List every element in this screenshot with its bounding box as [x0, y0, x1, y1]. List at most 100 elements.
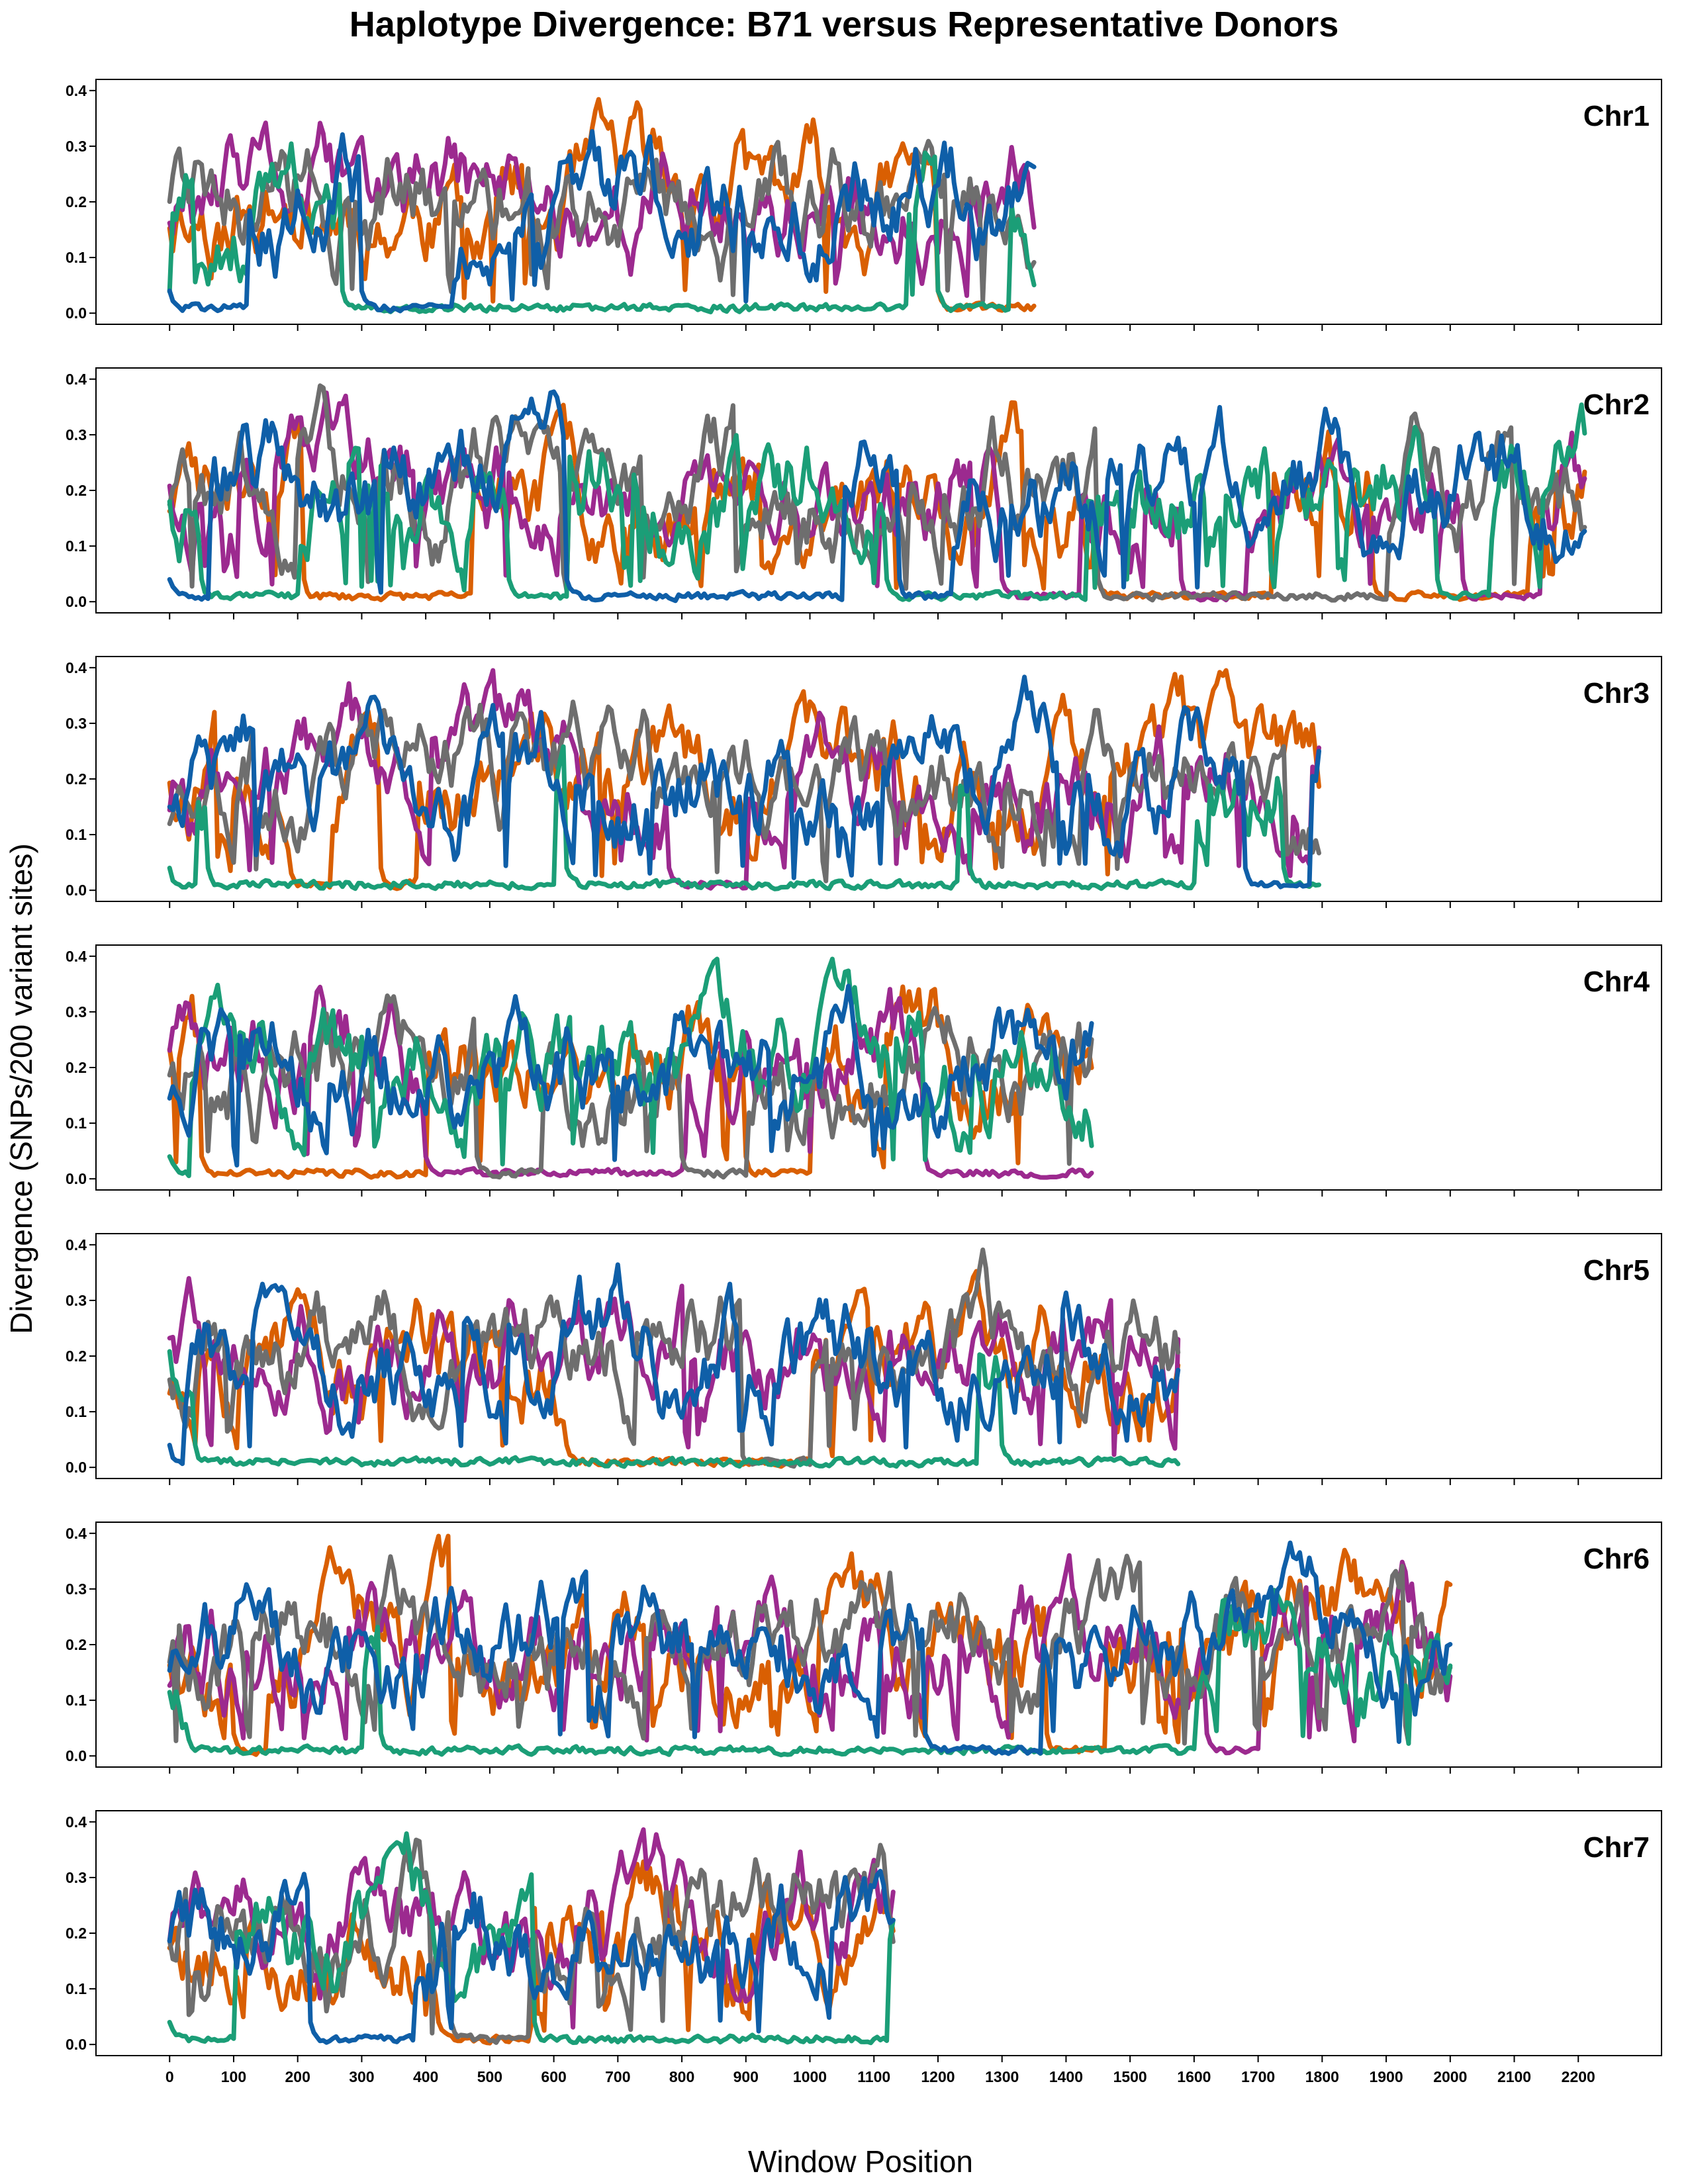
y-tick-label: 0.0 [66, 593, 87, 610]
x-tick-label: 500 [477, 2068, 502, 2085]
y-tick-label: 0.0 [66, 304, 87, 322]
y-axis-title: Divergence (SNPs/200 variant sites) [4, 843, 38, 1334]
panel-chr5: 0.0 0.1 0.2 0.3 0.4 Chr5 [66, 1233, 1662, 1485]
series-line-3 [167, 138, 1037, 303]
series-line-1 [167, 97, 1037, 313]
series-line-2 [167, 984, 1094, 1180]
y-tick-label: 0.2 [66, 1347, 87, 1365]
y-tick-label: 0.4 [66, 371, 87, 388]
series-line-4 [167, 1588, 1453, 1758]
y-tick-label: 0.3 [66, 1580, 87, 1598]
panel-label: Chr3 [1583, 677, 1650, 709]
y-tick-label: 0.0 [66, 1170, 87, 1187]
x-axis [169, 1190, 1579, 1197]
x-tick-label: 1500 [1113, 2068, 1147, 2085]
x-tick-label: 300 [349, 2068, 374, 2085]
panels: 0.00.10.20.30.4Chr10.00.10.20.30.4Chr20.… [66, 79, 1662, 2085]
x-tick-label: 1800 [1305, 2068, 1339, 2085]
series-line-2 [167, 1553, 1453, 1756]
y-tick-label: 0.3 [66, 1869, 87, 1886]
series-line-5 [167, 674, 1321, 889]
series-line-4 [167, 402, 1587, 602]
panel-label: Chr4 [1583, 966, 1650, 998]
x-tick-label: 1600 [1177, 2068, 1211, 2085]
x-tick-label: 900 [733, 2068, 759, 2085]
y-tick-label: 0.3 [66, 715, 87, 732]
series-line-2 [167, 1276, 1181, 1457]
y-axis: 0.0 0.1 0.2 0.3 0.4 [66, 1525, 96, 1764]
series-line-4 [167, 141, 1037, 314]
y-tick-label: 0.4 [66, 1813, 87, 1831]
series-line-5 [167, 1540, 1453, 1756]
x-tick-label: 1000 [793, 2068, 827, 2085]
panel-chr3: 0.0 0.1 0.2 0.3 0.4 Chr3 [66, 656, 1662, 908]
series-line-5 [167, 983, 1094, 1168]
y-tick-label: 0.1 [66, 1980, 87, 1997]
y-tick-label: 0.2 [66, 1636, 87, 1653]
y-tick-label: 0.0 [66, 882, 87, 899]
series-line-5 [167, 1868, 896, 2045]
y-axis: 0.0 0.1 0.2 0.3 0.4 [66, 82, 96, 322]
y-tick-label: 0.2 [66, 1925, 87, 1942]
panel-chr1: 0.0 0.1 0.2 0.3 0.4 Chr1 [66, 79, 1662, 331]
x-tick-label: 1100 [857, 2068, 890, 2085]
x-tick-label: 800 [669, 2068, 694, 2085]
series-line-5 [167, 389, 1587, 604]
x-axis-title: Window Position [748, 2144, 973, 2179]
series-line-4 [167, 956, 1094, 1179]
panel-chr6: 0.0 0.1 0.2 0.3 0.4 Chr6 [66, 1522, 1662, 1774]
x-tick-label: 1300 [985, 2068, 1019, 2085]
panel-chr7: 0.0 0.1 0.2 0.3 0.4 0 100 200 300 400 500 600 700 800… [66, 1810, 1662, 2085]
series-line-3 [167, 1553, 1453, 1746]
y-tick-label: 0.2 [66, 1059, 87, 1076]
x-tick-label: 100 [221, 2068, 246, 2085]
y-tick-label: 0.0 [66, 1459, 87, 1476]
y-tick-label: 0.2 [66, 770, 87, 788]
x-axis [169, 613, 1579, 619]
y-tick-label: 0.0 [66, 1747, 87, 1764]
y-tick-label: 0.1 [66, 826, 87, 843]
panel-label: Chr5 [1583, 1254, 1650, 1287]
y-tick-label: 0.1 [66, 1403, 87, 1420]
x-tick-label: 0 [165, 2068, 174, 2085]
panel-chr4: 0.0 0.1 0.2 0.3 0.4 Chr4 [66, 944, 1662, 1197]
x-tick-label: 1200 [921, 2068, 955, 2085]
panel-label: Chr7 [1583, 1831, 1650, 1864]
chart-title: Haplotype Divergence: B71 versus Represe… [350, 5, 1339, 44]
y-tick-label: 0.3 [66, 1292, 87, 1309]
x-tick-label: 2200 [1562, 2068, 1595, 2085]
x-axis [169, 324, 1579, 331]
y-tick-label: 0.1 [66, 1115, 87, 1132]
y-tick-label: 0.0 [66, 2036, 87, 2053]
x-tick-label: 600 [541, 2068, 566, 2085]
y-axis: 0.0 0.1 0.2 0.3 0.4 [66, 948, 96, 1187]
y-axis: 0.0 0.1 0.2 0.3 0.4 [66, 1813, 96, 2053]
x-tick-label: 1400 [1049, 2068, 1083, 2085]
series-line-3 [167, 1248, 1181, 1469]
series-line-4 [167, 744, 1321, 891]
x-tick-label: 1700 [1241, 2068, 1275, 2085]
y-axis: 0.0 0.1 0.2 0.3 0.4 [66, 371, 96, 610]
series-line-5 [167, 1262, 1181, 1467]
y-tick-label: 0.1 [66, 249, 87, 266]
x-tick-label: 1900 [1369, 2068, 1403, 2085]
panel-label: Chr6 [1583, 1543, 1650, 1575]
series-line-4 [167, 1349, 1181, 1469]
y-tick-label: 0.4 [66, 659, 87, 676]
y-tick-label: 0.3 [66, 426, 87, 443]
y-tick-label: 0.1 [66, 537, 87, 555]
x-tick-label: 2000 [1433, 2068, 1467, 2085]
panel-chr2: 0.0 0.1 0.2 0.3 0.4 Chr2 [66, 367, 1662, 619]
x-axis [169, 1479, 1579, 1485]
y-tick-label: 0.2 [66, 482, 87, 499]
x-tick-label: 200 [285, 2068, 310, 2085]
y-tick-label: 0.4 [66, 1236, 87, 1253]
x-tick-label: 2100 [1497, 2068, 1531, 2085]
panel-label: Chr2 [1583, 388, 1650, 421]
y-axis: 0.0 0.1 0.2 0.3 0.4 [66, 659, 96, 899]
x-tick-label: 700 [605, 2068, 630, 2085]
y-tick-label: 0.4 [66, 82, 87, 99]
panel-label: Chr1 [1583, 100, 1650, 132]
x-tick-label: 400 [413, 2068, 438, 2085]
series-line-4 [167, 1831, 896, 2046]
